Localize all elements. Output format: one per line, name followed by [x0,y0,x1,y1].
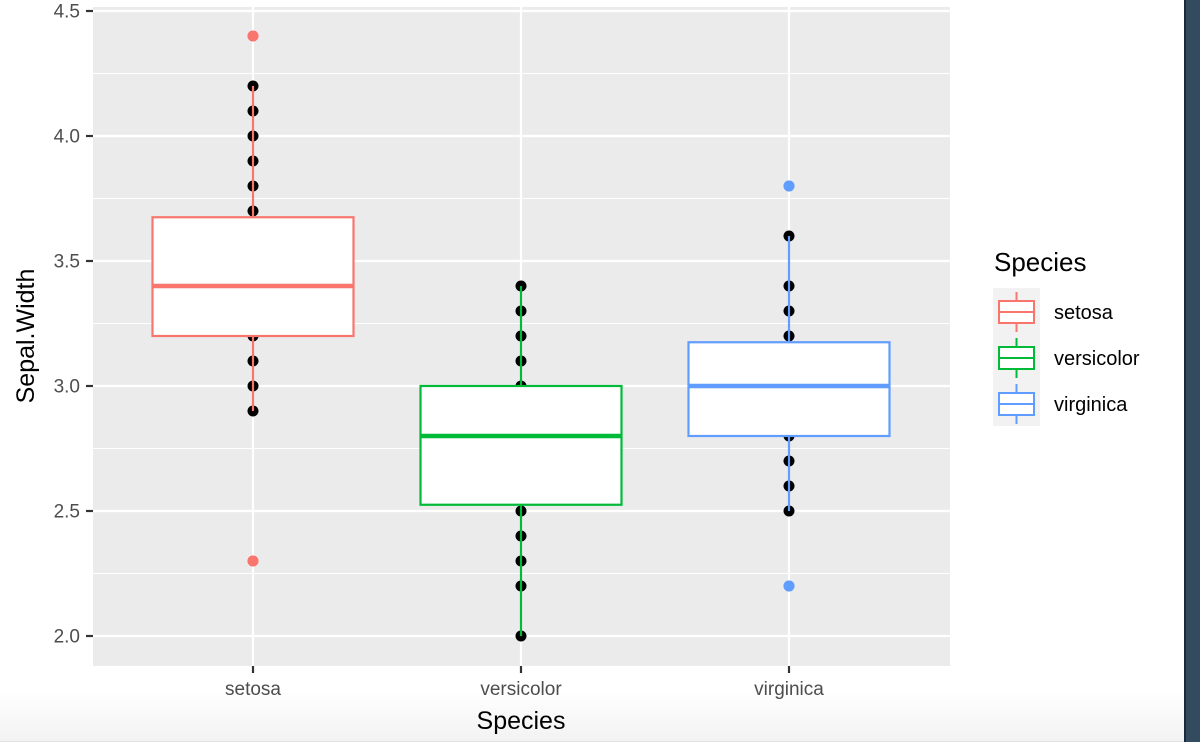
boxplot-versicolor [419,286,623,636]
legend-title: Species [994,247,1087,277]
y-tick-label: 4.0 [54,127,80,148]
boxplot-virginica [687,180,891,592]
x-axis: setosa versicolor virginica [225,666,824,700]
box [419,384,623,506]
x-tick-label: virginica [754,679,824,700]
x-tick-label: setosa [225,679,281,700]
legend-label: versicolor [1054,348,1140,370]
y-tick-label: 4.5 [54,2,80,23]
side-panel-edge [1184,0,1200,742]
legend-item-versicolor: versicolor [998,338,1140,378]
box [151,216,355,338]
boxplot-setosa [151,30,355,567]
y-tick-label: 2.0 [54,627,80,648]
legend-item-virginica: virginica [998,384,1128,424]
x-axis-title: Species [477,707,566,735]
outlier-point [247,30,259,42]
legend-label: setosa [1054,302,1114,324]
y-tick-label: 3.5 [54,252,80,273]
box [687,341,891,438]
outlier-point [783,580,795,592]
x-tick-label: versicolor [480,679,562,700]
legend-item-setosa: setosa [998,292,1114,332]
boxplots [151,30,891,636]
y-tick-label: 2.5 [54,502,80,523]
y-axis: 2.0 2.5 3.0 3.5 4.0 4.5 [54,2,93,648]
legend: Species setosa versicolor virginica [993,247,1140,426]
outlier-point [783,180,795,192]
outlier-point [247,555,259,567]
y-axis-title: Sepal.Width [12,269,40,404]
legend-label: virginica [1054,394,1128,416]
y-tick-label: 3.0 [54,377,80,398]
